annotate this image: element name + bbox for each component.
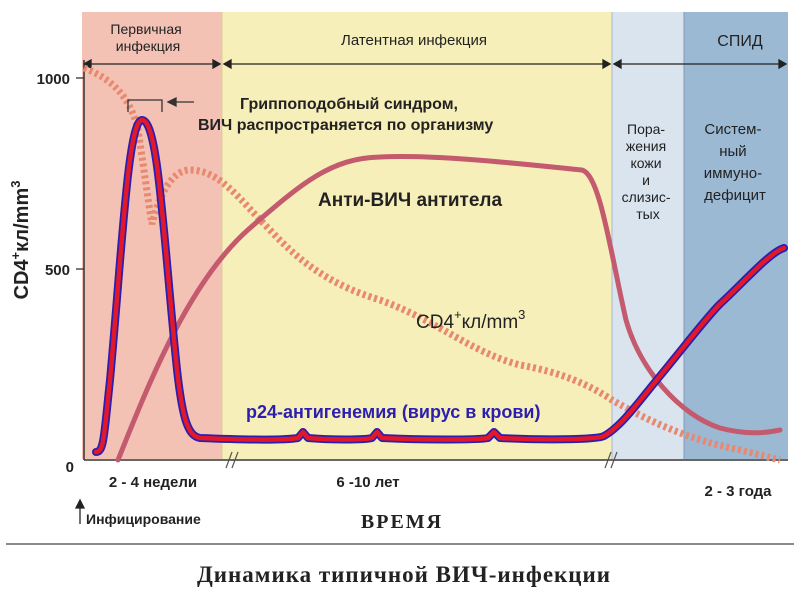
phase-primary-line1: Первичная bbox=[110, 21, 181, 37]
phase-aids-label: СПИД bbox=[717, 33, 763, 50]
x-tick-years-latent: 6 -10 лет bbox=[336, 474, 399, 491]
x-axis-label: ВРЕМЯ bbox=[361, 511, 443, 533]
y-axis-label-sup: + bbox=[8, 251, 23, 259]
cd4-curve-label-sup: + bbox=[454, 307, 462, 322]
y-tick-1000: 1000 bbox=[37, 71, 70, 88]
y-ticks bbox=[76, 77, 84, 270]
y-axis-label-unit: кл/mm bbox=[11, 188, 33, 252]
y-axis-label: CD4+кл/mm3 bbox=[8, 181, 33, 300]
figure-title: Динамика типичной ВИЧ-инфекции bbox=[197, 562, 611, 587]
cd4-curve-label-exp: 3 bbox=[518, 307, 525, 322]
phase-primary-label: Первичная инфекция bbox=[110, 21, 185, 54]
phase-primary-line2: инфекция bbox=[116, 38, 180, 54]
flu-spread-label: ВИЧ распространяется по организму bbox=[198, 117, 493, 134]
latent-infection-zone bbox=[222, 12, 612, 459]
x-tick-weeks: 2 - 4 недели bbox=[109, 474, 197, 491]
aids-zone bbox=[684, 12, 788, 459]
cd4-count-curve bbox=[82, 64, 781, 464]
infection-arrow bbox=[74, 498, 86, 524]
immunodeficiency-label: Систем- ный иммуно- дефицит bbox=[704, 121, 766, 204]
cd4-curve-label-unit: кл/mm bbox=[462, 312, 519, 333]
antibody-curve bbox=[115, 154, 783, 463]
cd4-curve-label-main: CD4 bbox=[416, 312, 454, 333]
y-axis-label-exp: 3 bbox=[8, 181, 23, 188]
skin-lesions-label: Пора- жения кожи и слизис- тых bbox=[622, 121, 675, 222]
y-axis-label-main: CD4 bbox=[11, 259, 33, 300]
phase-arrows bbox=[82, 58, 788, 70]
flu-syndrome-label: Гриппоподобный синдром, bbox=[240, 96, 458, 113]
y-tick-500: 500 bbox=[45, 262, 70, 279]
x-tick-years-aids: 2 - 3 года bbox=[704, 483, 772, 500]
axis-break-marks bbox=[225, 451, 618, 469]
phase-latent-label: Латентная инфекция bbox=[341, 32, 487, 49]
cd4-curve-label: CD4+кл/mm3 bbox=[416, 307, 525, 333]
p24-label: р24-антигенемия (вирус в крови) bbox=[246, 402, 540, 422]
y-tick-0: 0 bbox=[66, 459, 74, 476]
flu-arrow bbox=[166, 96, 194, 108]
antibodies-label: Анти-ВИЧ антитела bbox=[318, 190, 502, 211]
p24-curve bbox=[93, 117, 787, 455]
infection-label: Инфицирование bbox=[86, 511, 201, 527]
flu-bracket bbox=[127, 99, 163, 112]
primary-infection-zone bbox=[82, 12, 222, 459]
